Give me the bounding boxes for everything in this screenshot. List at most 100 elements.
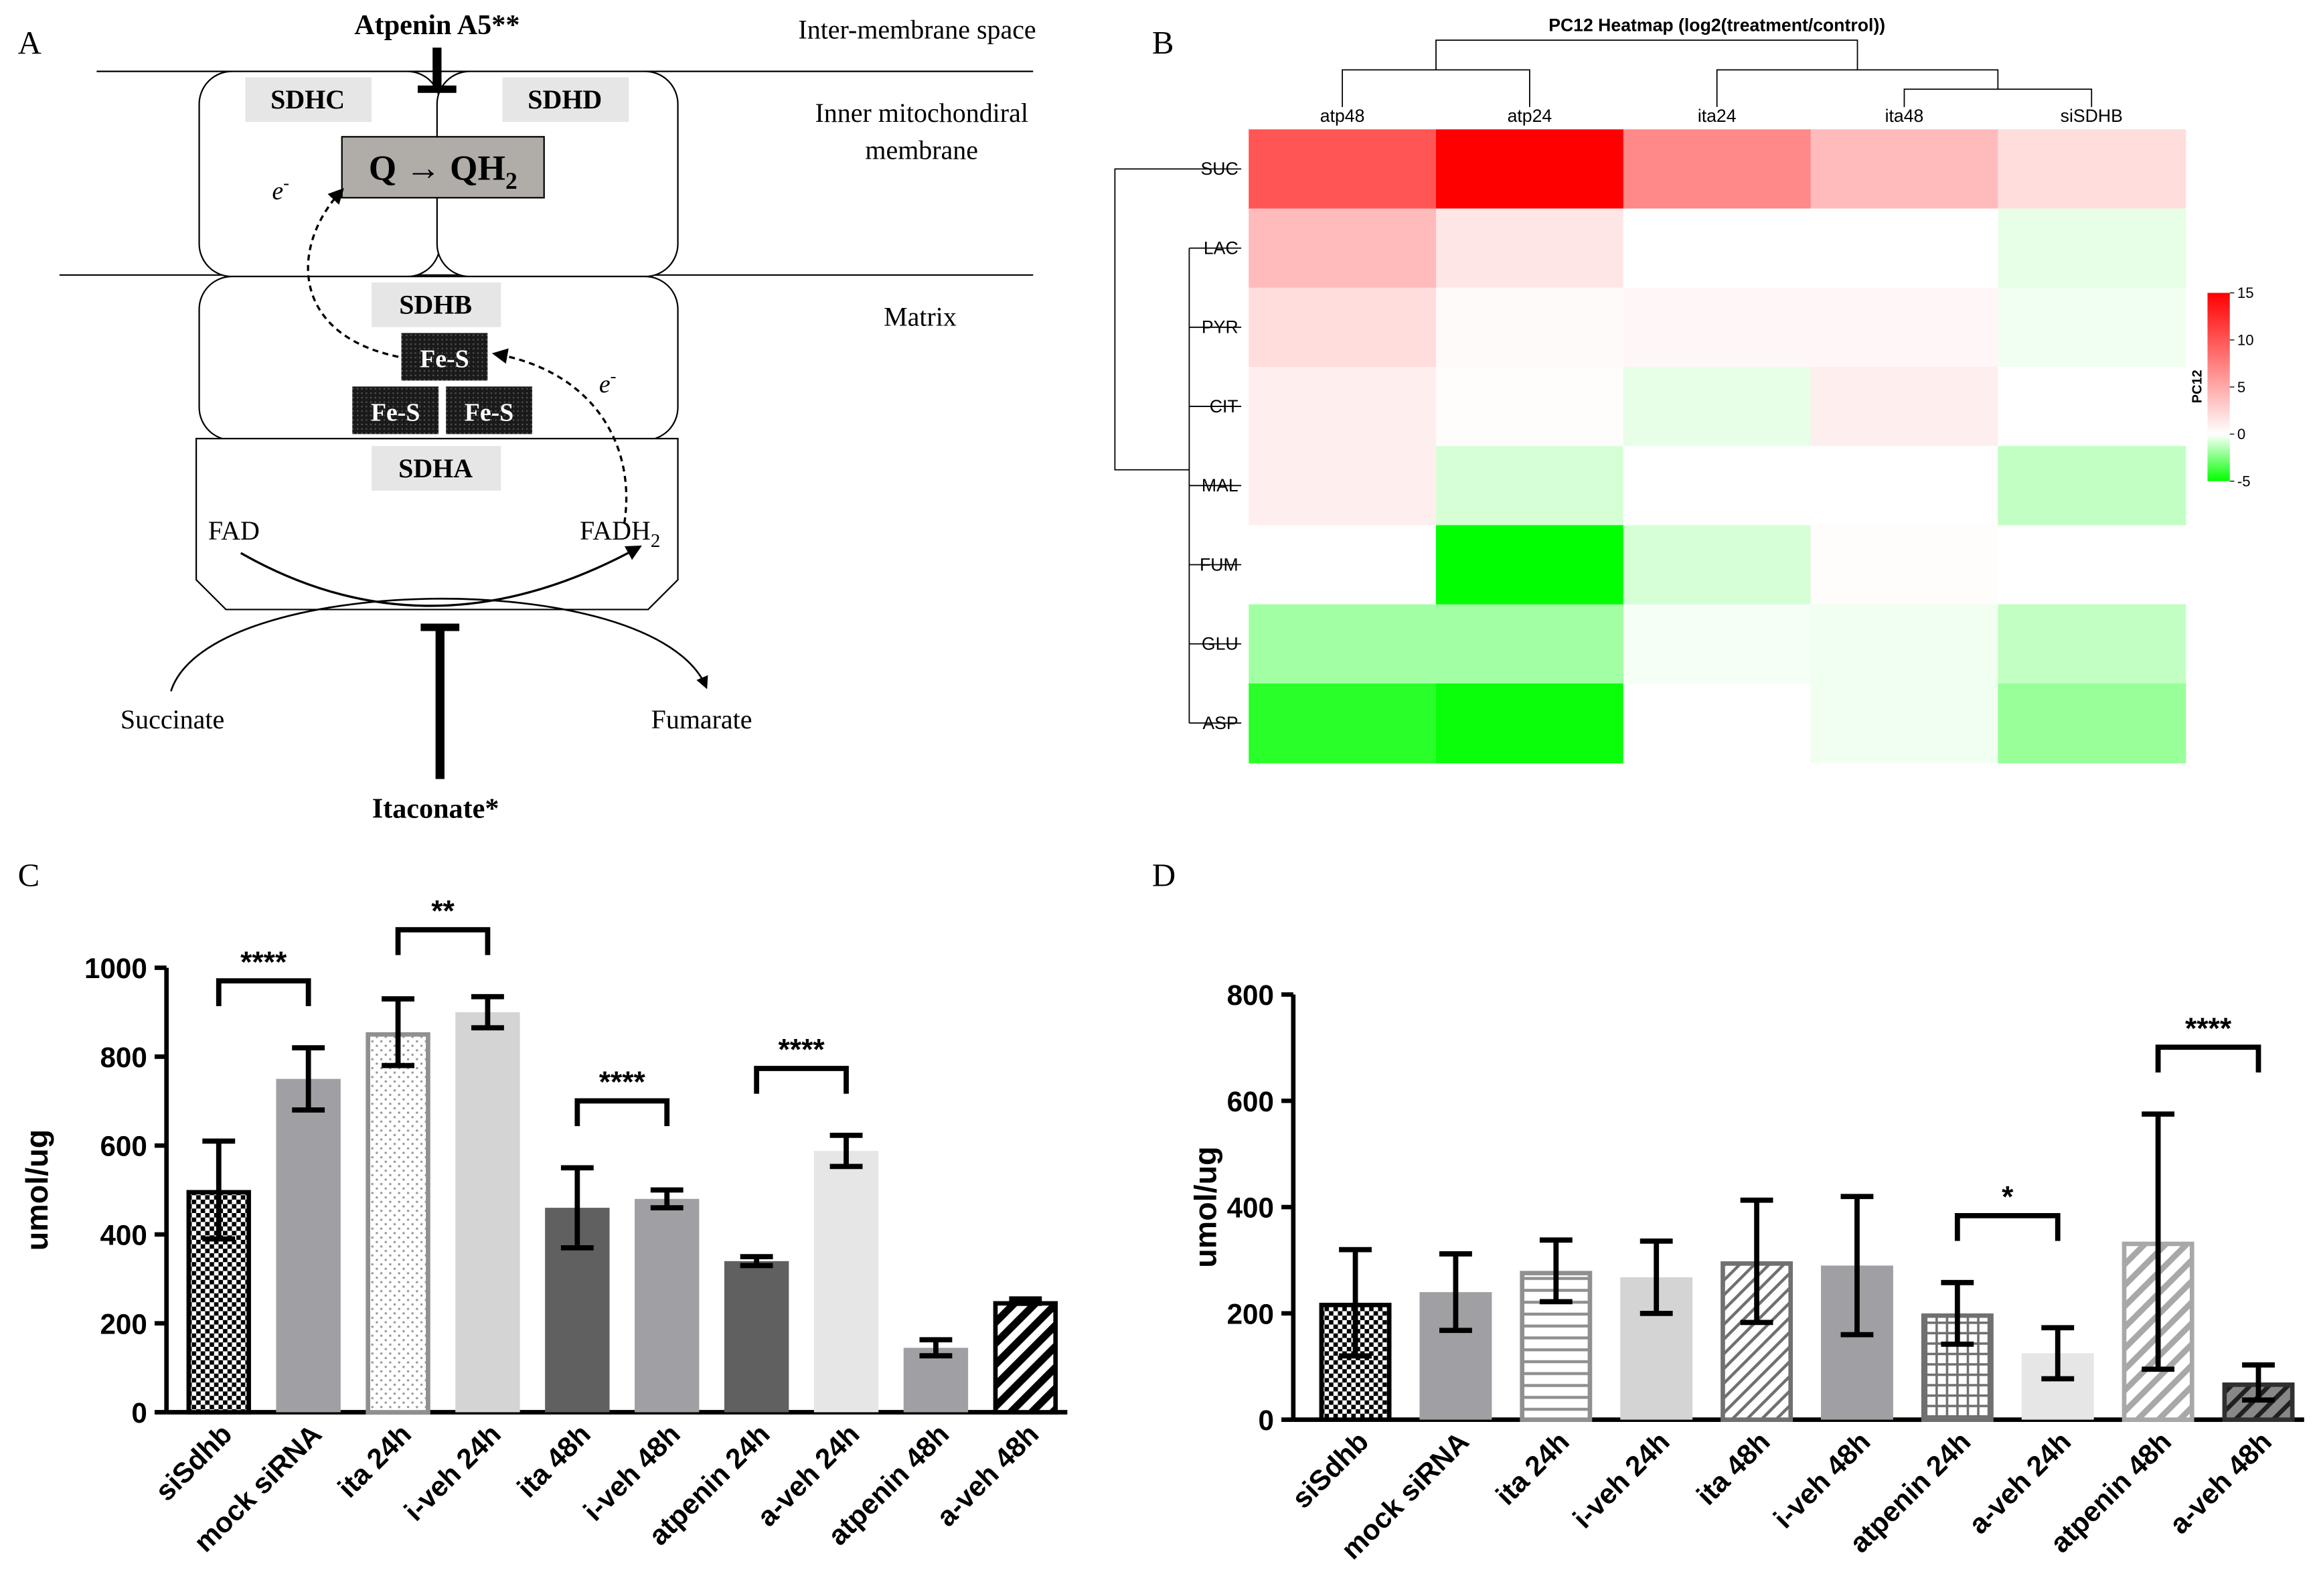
column-label: atp48 (1320, 106, 1365, 126)
subunit-box (372, 446, 501, 491)
heat-cell (1249, 366, 1437, 447)
cofactor-sub: 2 (651, 530, 660, 552)
sdha-shape (195, 437, 679, 611)
panel-label: D (1152, 856, 1176, 893)
colorbar-tick-label: 5 (2237, 379, 2245, 396)
error-bar (829, 1132, 863, 1170)
arrow (307, 187, 399, 358)
cluster-box (352, 386, 439, 434)
heat-cell (1623, 129, 1812, 210)
arrow (491, 348, 628, 524)
significance-label: * (2002, 1181, 2014, 1214)
y-tick-label: 0 (131, 1397, 147, 1429)
x-tick-label: ita 24h (1490, 1425, 1575, 1511)
error-bar (202, 1138, 236, 1242)
region-label: Inter-membrane space (798, 15, 1036, 45)
heat-cell (1623, 287, 1812, 368)
electron-sup: - (283, 173, 289, 193)
subunit-box (502, 77, 629, 123)
heat-cell (1623, 525, 1812, 605)
colorbar (2207, 293, 2230, 481)
heat-cell (1998, 366, 2186, 447)
charts: B PC12 Heatmap (log2(treatment/control)) S… (18, 15, 2304, 1565)
x-tick-label: ita 48h (1690, 1425, 1776, 1511)
bar (813, 1151, 879, 1413)
cluster-box (401, 333, 488, 381)
error-bar (1009, 1296, 1042, 1306)
cluster-label: Fe-S (420, 345, 469, 373)
y-tick-label: 400 (100, 1219, 147, 1251)
error-bar (1439, 1251, 1472, 1334)
dendrogram (1903, 88, 2093, 107)
heat-cell (1249, 525, 1437, 605)
significance-bracket (216, 978, 311, 1006)
electron-sup: - (611, 366, 617, 386)
error-bar (1339, 1247, 1372, 1359)
column-label: ita48 (1885, 106, 1924, 126)
error-bar (1941, 1279, 1974, 1347)
heat-cell (1998, 287, 2186, 368)
bar (903, 1348, 969, 1413)
column-label: ita24 (1698, 106, 1737, 126)
diagram: A SDHC SDHD Q → QH2 Atpenin A5** SDHB Fe… (18, 9, 1036, 824)
heat-cell (1810, 604, 1999, 685)
colorbar-tick-label: -5 (2237, 473, 2251, 490)
error-bar (2142, 1111, 2175, 1372)
y-axis-label: umol/ug (19, 1129, 54, 1251)
electron-label: e- (599, 366, 617, 399)
arrow (170, 597, 708, 692)
heat-cell (1436, 446, 1624, 526)
subunit-box (245, 77, 372, 123)
dendrogram (1435, 39, 1858, 70)
heat-cell (1623, 604, 1812, 685)
reaction-sub: 2 (505, 167, 517, 194)
colorbar-tick-label: 0 (2237, 426, 2245, 443)
cofactor-text: FADH (580, 515, 651, 546)
y-tick-label: 400 (1227, 1192, 1274, 1224)
heat-cell (1436, 208, 1624, 289)
heat-cell (1436, 287, 1624, 368)
heat-cell (1998, 604, 2186, 685)
significance-bracket (1954, 1213, 2061, 1241)
heat-cell (1436, 366, 1624, 447)
heat-cell (1998, 129, 2186, 210)
panel-label: A (18, 24, 42, 61)
region-label: Inner mitochondiral (815, 98, 1028, 128)
error-bar (1539, 1237, 1573, 1305)
x-tick-label: i-veh 48h (1767, 1425, 1876, 1534)
significance-label: **** (2185, 1012, 2232, 1045)
error-bar (2041, 1325, 2075, 1382)
x-tick-label: ita 48h (511, 1418, 596, 1504)
significance-label: **** (599, 1066, 646, 1099)
heat-cell (1623, 208, 1812, 289)
y-tick-label: 200 (100, 1308, 147, 1340)
significance-bracket (754, 1066, 849, 1094)
heat-cell (1249, 129, 1437, 210)
electron-text: e (272, 177, 283, 206)
heat-cell (1810, 446, 1999, 526)
heat-cell (1998, 208, 2186, 289)
y-tick-label: 0 (1259, 1405, 1274, 1436)
dendrogram (1716, 69, 1999, 107)
dendrogram (1342, 69, 1530, 107)
panel-label: B (1152, 24, 1174, 61)
cofactor-reduced: FADH2 (580, 515, 660, 552)
error-bar (1740, 1197, 1773, 1326)
heat-cell (1623, 446, 1812, 526)
significance-bracket (574, 1098, 670, 1127)
error-bar (382, 996, 414, 1068)
y-tick-label: 200 (1227, 1298, 1274, 1330)
product: Fumarate (651, 704, 752, 734)
error-bar (560, 1165, 594, 1251)
electron-text: e (599, 370, 611, 398)
colorbar-tick-label: 15 (2237, 285, 2254, 301)
heat-cell (1436, 525, 1624, 605)
cluster-box (446, 386, 532, 434)
x-tick-label: a-veh 48h (2163, 1425, 2277, 1540)
error-bar (2242, 1362, 2275, 1403)
inhibitor-label: Itaconate* (372, 793, 499, 824)
dendrogram (1114, 168, 1242, 471)
error-bar (650, 1187, 684, 1210)
